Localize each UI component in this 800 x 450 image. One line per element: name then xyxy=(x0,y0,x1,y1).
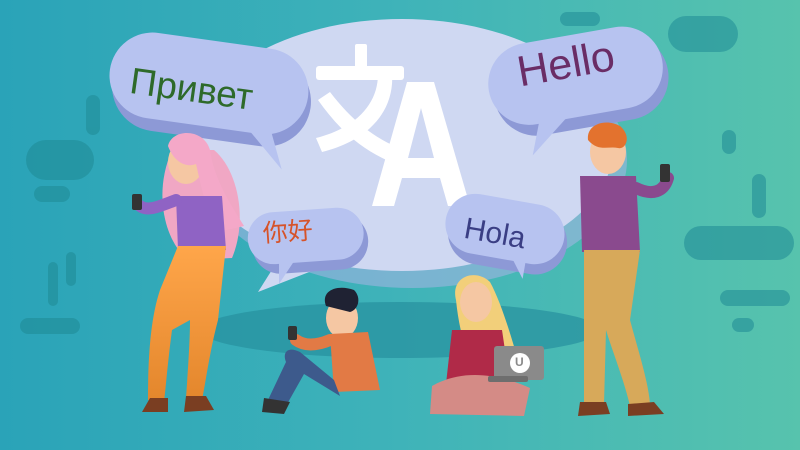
bubble-russian xyxy=(109,32,311,170)
bubble-spanish xyxy=(445,193,568,279)
laptop-logo-letter: U xyxy=(515,355,524,369)
man-standing-phone xyxy=(578,122,674,416)
man-sitting-phone xyxy=(262,287,380,414)
bubble-chinese xyxy=(247,207,369,284)
bubble-text-chinese: 你好 xyxy=(261,216,314,248)
woman-sitting-laptop xyxy=(430,275,544,416)
decorative-pills xyxy=(20,12,794,334)
bubble-english xyxy=(488,26,669,156)
translate-icon xyxy=(316,44,470,206)
woman-standing-phone xyxy=(132,132,244,412)
laptop-logo-icon xyxy=(510,353,530,373)
